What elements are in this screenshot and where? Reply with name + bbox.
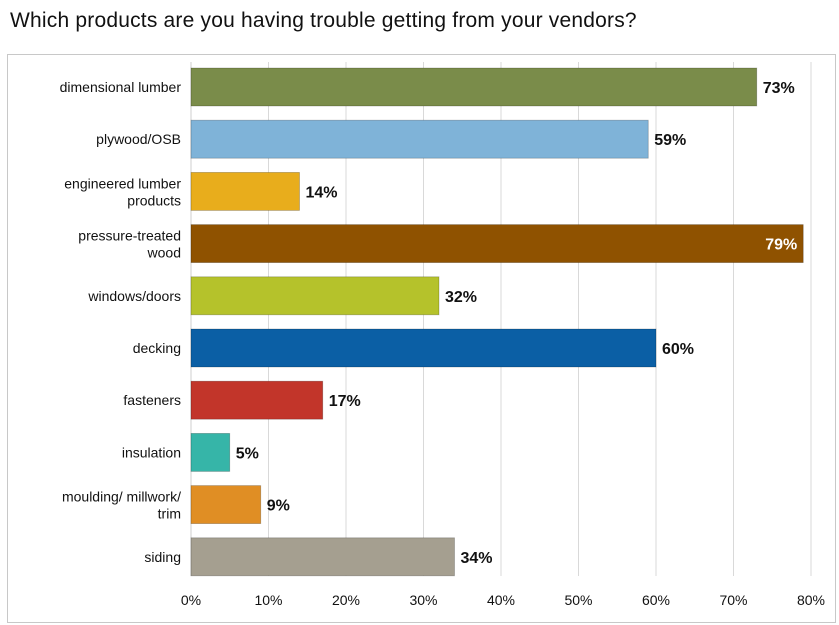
bar xyxy=(190,537,455,577)
category-label: windows/doors xyxy=(87,288,181,304)
category-label: pressure-treated wood xyxy=(78,228,181,261)
data-label: 73% xyxy=(763,80,795,97)
category-label: decking xyxy=(133,340,181,356)
category-label: engineered lumber products xyxy=(64,175,181,208)
data-label: 79% xyxy=(765,237,797,254)
bar xyxy=(190,380,324,420)
data-label: 60% xyxy=(662,341,694,358)
data-label: 34% xyxy=(461,550,493,567)
category-label: siding xyxy=(144,549,181,565)
x-tick-label: 20% xyxy=(332,592,360,608)
bar xyxy=(190,67,758,107)
data-label: 9% xyxy=(267,498,290,515)
x-tick-label: 60% xyxy=(642,592,670,608)
bar xyxy=(190,224,804,264)
bar xyxy=(190,171,300,211)
x-tick-label: 80% xyxy=(797,592,825,608)
x-tick-label: 70% xyxy=(719,592,747,608)
category-label: plywood/OSB xyxy=(96,131,181,147)
chart-title: Which products are you having trouble ge… xyxy=(10,9,637,32)
data-label: 5% xyxy=(236,445,259,462)
x-tick-label: 30% xyxy=(409,592,437,608)
x-tick-label: 50% xyxy=(564,592,592,608)
x-tick-label: 0% xyxy=(181,592,201,608)
data-label: 59% xyxy=(654,132,686,149)
bar xyxy=(190,328,657,368)
bar xyxy=(190,119,649,159)
x-tick-label: 40% xyxy=(487,592,515,608)
category-label: insulation xyxy=(122,444,181,460)
category-label: moulding/ millwork/trim xyxy=(62,489,181,522)
data-label: 14% xyxy=(306,184,338,201)
category-label: dimensional lumber xyxy=(60,79,182,95)
category-label: fasteners xyxy=(123,392,181,408)
data-label: 32% xyxy=(445,289,477,306)
data-label: 17% xyxy=(329,393,361,410)
x-tick-label: 10% xyxy=(254,592,282,608)
bar xyxy=(190,485,262,525)
bar xyxy=(190,432,231,472)
bar xyxy=(190,276,440,316)
